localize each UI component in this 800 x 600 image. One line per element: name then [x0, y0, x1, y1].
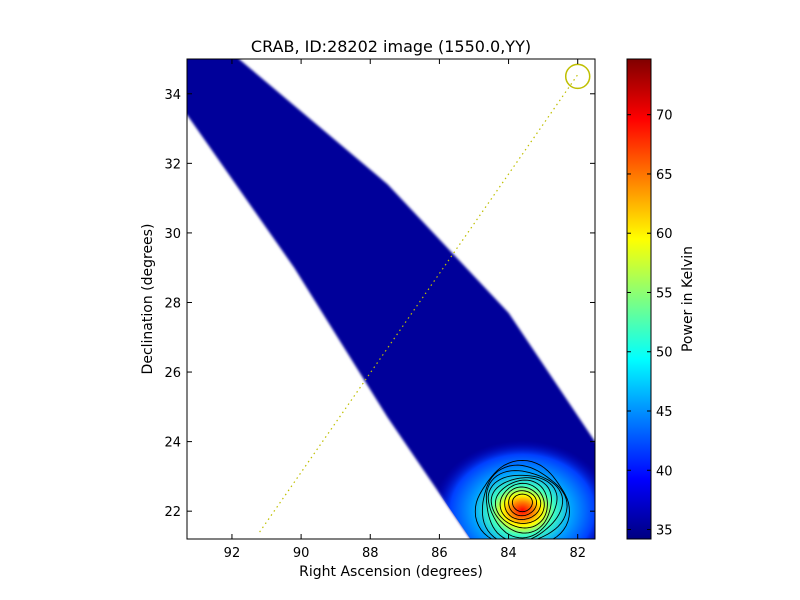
contour-line [499, 482, 545, 524]
y-tick-label: 26 [164, 366, 181, 381]
colorbar-ticks: 35 40 45 50 55 60 65 70 [627, 109, 673, 539]
plot-frame [186, 58, 596, 540]
contour-line [508, 490, 538, 517]
target-marker-circle [564, 63, 591, 90]
colorbar-tick-label: 55 [656, 286, 673, 301]
y-tick-label: 30 [164, 227, 181, 242]
coverage-strip [187, 59, 595, 539]
contour-line [511, 493, 533, 513]
colorbar-gradient [626, 58, 652, 540]
source-emission [432, 440, 595, 539]
colorbar-tick-label: 70 [656, 109, 673, 124]
colorbar-tick-label: 40 [656, 464, 673, 479]
x-axis: 92 90 88 86 84 82 [224, 59, 586, 561]
colorbar: 35 40 45 50 55 60 65 70 Power in Kelvin [626, 58, 696, 540]
y-tick-label: 32 [164, 157, 181, 172]
y-tick-label: 22 [164, 505, 181, 520]
contour-line [487, 474, 558, 539]
chart-title: CRAB, ID:28202 image (1550.0,YY) [251, 37, 531, 56]
contour-line [481, 464, 568, 539]
plot-area [187, 59, 595, 539]
y-tick-label: 24 [164, 436, 181, 451]
x-axis-label: Right Ascension (degrees) [299, 564, 483, 580]
x-tick-label: 90 [293, 546, 310, 561]
contour-line [490, 477, 552, 534]
colorbar-tick-label: 45 [656, 405, 673, 420]
y-tick-label: 28 [164, 296, 181, 311]
y-axis-label: Declination (degrees) [140, 224, 156, 375]
colorbar-tick-label: 35 [656, 524, 673, 539]
y-axis: 22 24 26 28 30 32 34 [164, 88, 595, 520]
x-tick-label: 86 [431, 546, 448, 561]
colorbar-tick-label: 65 [656, 168, 673, 183]
contour-line [494, 479, 548, 529]
x-tick-label: 84 [500, 546, 517, 561]
x-tick-label: 92 [224, 546, 241, 561]
contour-line [474, 459, 570, 539]
source-contours [474, 459, 570, 539]
contour-line [504, 486, 542, 521]
contour-line [485, 470, 564, 539]
colorbar-tick-label: 60 [656, 227, 673, 242]
y-tick-label: 34 [164, 88, 181, 103]
x-tick-label: 82 [569, 546, 586, 561]
colorbar-label: Power in Kelvin [680, 246, 696, 352]
colorbar-tick-label: 50 [656, 346, 673, 361]
x-tick-label: 88 [362, 546, 379, 561]
